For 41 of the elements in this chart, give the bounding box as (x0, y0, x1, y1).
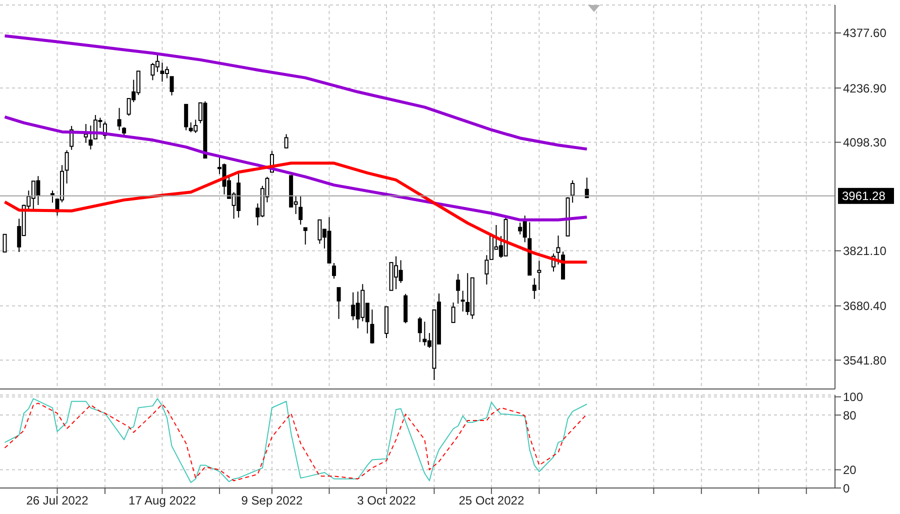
y-tick-label: 20 (843, 463, 857, 478)
x-tick-label: 17 Aug 2022 (128, 494, 196, 508)
candlestick (537, 260, 542, 290)
candlestick (570, 180, 575, 204)
candlestick (370, 309, 374, 344)
y-tick-label: 4236.90 (843, 81, 887, 96)
candlestick (456, 273, 460, 304)
y-tick-label: 4098.30 (843, 136, 887, 150)
x-tick-label: 26 Jul 2022 (26, 494, 89, 508)
candlestick (84, 123, 88, 144)
y-tick-label: 3821.10 (843, 244, 887, 258)
candlestick (184, 104, 188, 131)
candlestick (284, 134, 288, 149)
y-tick-label: 3680.40 (843, 299, 887, 314)
candlestick (418, 316, 422, 343)
line-series (3, 34, 588, 151)
candlestick (50, 190, 54, 204)
candlestick (336, 287, 341, 320)
candlestick (303, 227, 308, 246)
x-tick-label: 25 Oct 2022 (458, 494, 524, 508)
candlestick (460, 290, 465, 312)
candlestick (556, 235, 560, 266)
candlestick (64, 150, 69, 184)
line-series (3, 115, 588, 222)
y-tick-label: 3541.80 (843, 353, 887, 368)
ref-line-label: 3961.28 (842, 188, 886, 203)
line-series (3, 162, 588, 264)
candlestick (332, 262, 336, 280)
x-tick-label: 9 Sep 2022 (241, 494, 303, 508)
candlestick (117, 107, 122, 131)
candlestick (2, 234, 7, 252)
y-tick-label: 80 (843, 408, 857, 422)
candlestick (88, 125, 93, 150)
y-tick-label: 4377.60 (843, 26, 887, 40)
candlestick (298, 196, 303, 226)
x-tick-label: 3 Oct 2022 (357, 494, 416, 508)
candlestick (532, 278, 536, 300)
candlestick (170, 76, 174, 96)
y-tick-label: 0 (843, 481, 850, 496)
candlestick (451, 302, 456, 323)
y-tick-label: 100 (843, 390, 864, 404)
